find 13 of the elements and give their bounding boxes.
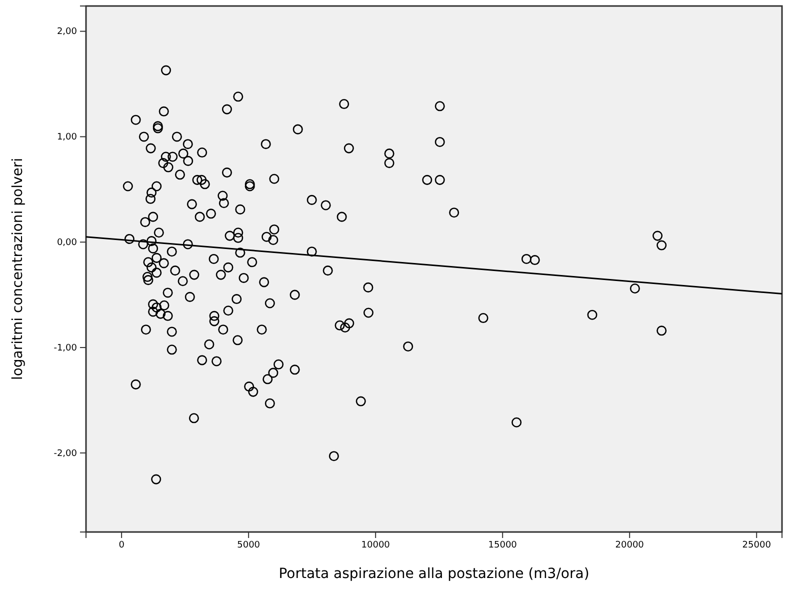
y-tick-label: -1,00 bbox=[54, 343, 78, 354]
x-tick-label: 0 bbox=[118, 540, 125, 550]
y-tick-label: 1,00 bbox=[56, 132, 78, 143]
y-tick-label: 0,00 bbox=[56, 238, 78, 248]
x-tick-label: 15000 bbox=[488, 540, 518, 550]
x-tick-label: 10000 bbox=[361, 540, 390, 550]
y-tick-label: -2,00 bbox=[54, 448, 78, 459]
y-tick-label: 2,00 bbox=[56, 27, 78, 38]
x-tick-label: 5000 bbox=[237, 540, 260, 550]
y-axis-title: logaritmi concentrazioni polveri bbox=[10, 158, 26, 380]
x-axis-title: Portata aspirazione alla postazione (m3/ora) bbox=[278, 566, 590, 582]
x-tick-label: 25000 bbox=[742, 540, 772, 550]
x-tick-label: 20000 bbox=[615, 540, 644, 550]
